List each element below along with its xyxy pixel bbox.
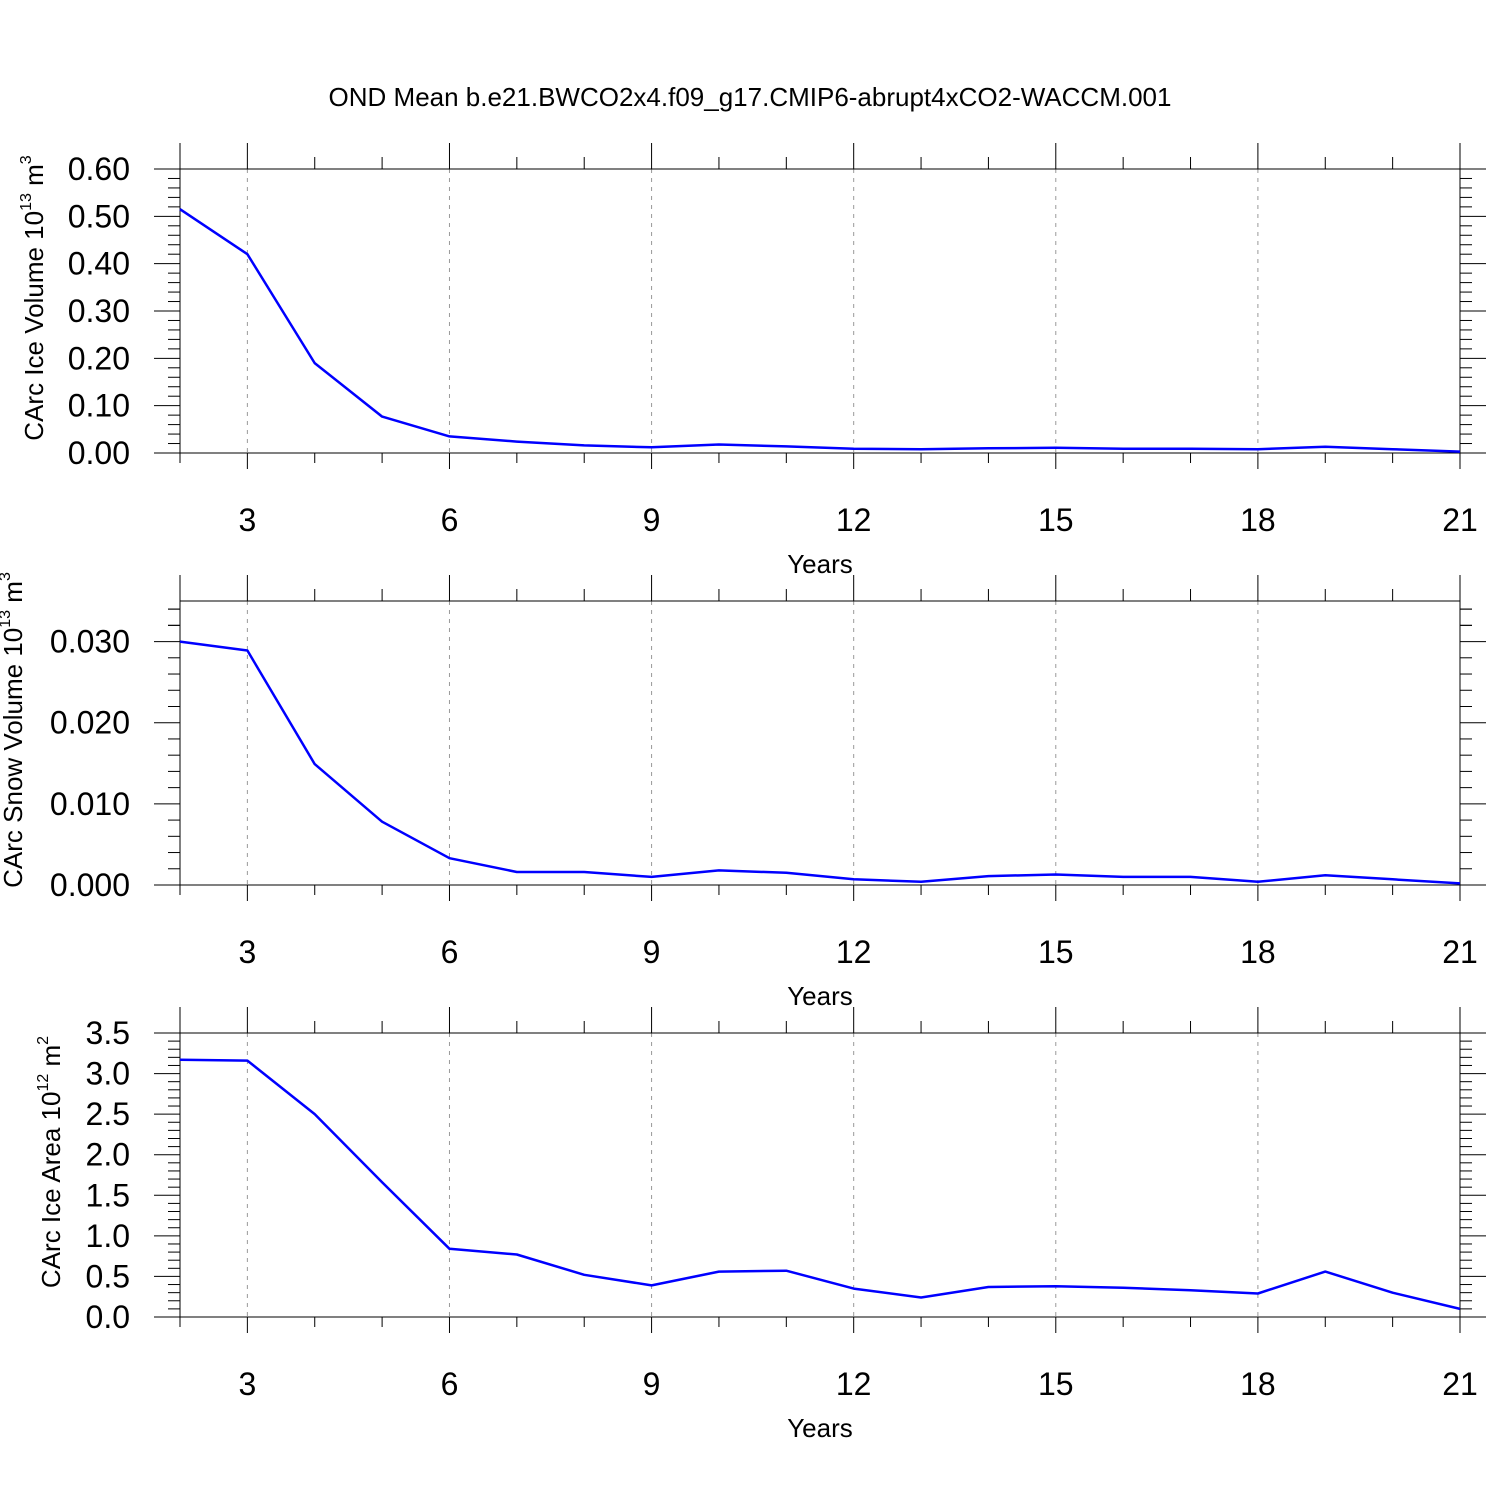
x-tick-label: 21: [1442, 934, 1478, 970]
x-tick-label: 21: [1442, 1366, 1478, 1402]
figure-title: OND Mean b.e21.BWCO2x4.f09_g17.CMIP6-abr…: [329, 82, 1172, 112]
y-tick-label: 0.50: [68, 198, 130, 234]
ice-area-series-line: [179, 1058, 1461, 1311]
x-tick-label: 18: [1240, 1366, 1276, 1402]
y-tick-label: 0.5: [86, 1258, 130, 1294]
y-tick-label: 0.000: [50, 867, 130, 903]
x-tick-label: 18: [1240, 934, 1276, 970]
ice-volume-series-line: [179, 208, 1461, 453]
y-tick-label: 0.60: [68, 151, 130, 187]
x-axis-label: Years: [787, 981, 853, 1011]
x-tick-label: 3: [238, 1366, 256, 1402]
y-tick-label: 2.5: [86, 1096, 130, 1132]
y-tick-label: 0.010: [50, 786, 130, 822]
x-tick-label: 9: [643, 502, 661, 538]
x-axis-label: Years: [787, 1413, 853, 1443]
y-tick-label: 0.0: [86, 1299, 130, 1335]
x-tick-label: 21: [1442, 502, 1478, 538]
y-tick-label: 0.10: [68, 388, 130, 424]
y-tick-label: 1.5: [86, 1177, 130, 1213]
y-tick-label: 0.20: [68, 340, 130, 376]
y-axis-label: CArc Snow Volume 1013 m3: [0, 572, 28, 888]
x-tick-label: 9: [643, 934, 661, 970]
y-tick-label: 0.00: [68, 435, 130, 471]
x-tick-label: 12: [836, 1366, 872, 1402]
x-tick-label: 3: [238, 934, 256, 970]
x-tick-label: 15: [1038, 934, 1074, 970]
y-tick-label: 1.0: [86, 1218, 130, 1254]
y-tick-label: 2.0: [86, 1137, 130, 1173]
x-tick-label: 9: [643, 1366, 661, 1402]
x-tick-label: 15: [1038, 1366, 1074, 1402]
x-tick-label: 15: [1038, 502, 1074, 538]
snow-volume-series-line: [179, 640, 1461, 885]
y-axis-label: CArc Ice Area 1012 m2: [35, 1036, 66, 1288]
x-axis-label: Years: [787, 549, 853, 579]
y-axis-label: CArc Ice Volume 1013 m3: [18, 155, 49, 440]
x-tick-label: 6: [441, 934, 459, 970]
y-tick-label: 3.0: [86, 1056, 130, 1092]
y-tick-label: 0.020: [50, 705, 130, 741]
y-tick-label: 3.5: [86, 1015, 130, 1051]
x-tick-label: 12: [836, 502, 872, 538]
snow-volume-panel: 3 6 9 12 15 18 21 0.000 0.010 0.020 0.030 Years CArc…: [0, 572, 1486, 1011]
y-tick-label: 0.30: [68, 293, 130, 329]
x-tick-label: 6: [441, 502, 459, 538]
x-tick-label: 18: [1240, 502, 1276, 538]
panels: 3 6 9 12 15 18 21 0.00 0.10 0.20 0.30 0.40 0.50 0.60 Y…: [0, 143, 1486, 1443]
ice-area-panel: 3 6 9 12 15 18 21 0.0 0.5 1.0 1.5 2.0 2.5 3.0 3.5 Years…: [35, 1007, 1486, 1443]
x-tick-label: 12: [836, 934, 872, 970]
x-tick-label: 6: [441, 1366, 459, 1402]
y-tick-label: 0.030: [50, 624, 130, 660]
x-tick-label: 3: [238, 502, 256, 538]
y-tick-label: 0.40: [68, 246, 130, 282]
ice-volume-panel: 3 6 9 12 15 18 21 0.00 0.10 0.20 0.30 0.40 0.50 0.60 Y…: [18, 143, 1486, 579]
